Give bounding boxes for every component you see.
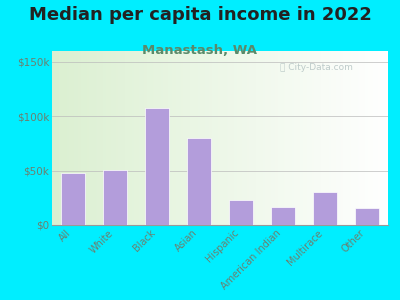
Text: Manastash, WA: Manastash, WA [142, 44, 258, 56]
Bar [272, 206, 294, 225]
Bar [146, 107, 168, 225]
Text: ⓘ City-Data.com: ⓘ City-Data.com [280, 63, 353, 72]
Text: Median per capita income in 2022: Median per capita income in 2022 [28, 6, 372, 24]
Bar [104, 169, 126, 225]
Bar [356, 208, 378, 225]
Bar [62, 173, 84, 225]
Bar [230, 200, 252, 225]
Bar [188, 138, 210, 225]
Bar [314, 192, 336, 225]
